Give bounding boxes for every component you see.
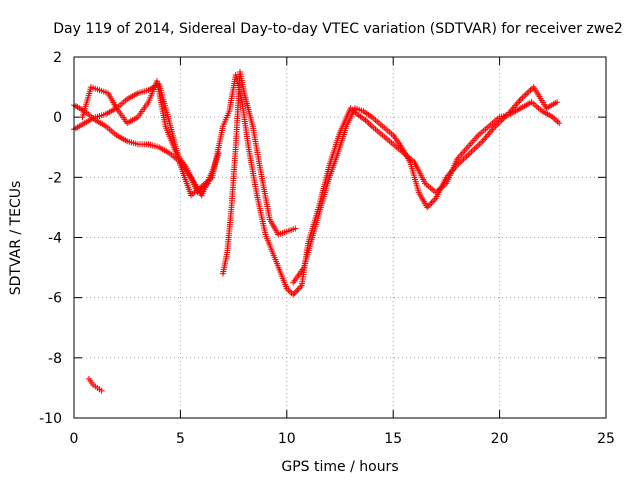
point-marker [468,148,475,155]
y-tick-label: -8 [48,351,62,367]
point-marker [215,150,222,157]
x-tick-label: 25 [597,431,615,447]
point-marker [466,150,473,157]
point-marker [286,288,293,295]
point-marker [477,139,484,146]
point-marker [470,147,476,154]
y-tick-label: -10 [39,411,62,427]
x-tick-label: 10 [278,431,296,447]
point-marker [290,291,297,298]
point-marker [367,121,374,128]
point-marker [473,144,480,151]
point-marker [209,168,216,175]
point-marker [554,99,561,106]
series-track-spike [219,69,299,277]
x-axis-label: GPS time / hours [281,459,398,475]
point-marker [295,285,302,292]
point-marker [522,91,529,98]
point-marker [293,288,300,295]
point-marker [471,145,478,152]
y-axis-label: SDTVAR / TECUs [8,181,24,296]
y-tick-label: -4 [48,231,62,247]
point-marker [527,87,534,94]
point-marker [552,117,559,124]
x-tick-label: 15 [384,431,402,447]
point-marker [524,90,531,97]
series-track-lower [71,102,216,199]
series-track-rise [290,84,561,286]
data-points [71,69,563,394]
y-tick-label: -2 [48,170,62,186]
point-marker [428,199,435,206]
point-marker [554,118,561,125]
point-marker [292,225,299,232]
x-tick-label: 0 [70,431,79,447]
y-tick-label: 2 [53,50,62,66]
grid [74,57,606,418]
axis-ticks: 0 5 10 15 20 25 -10 -8 -6 -4 -2 0 2 [39,50,615,447]
point-marker [493,121,500,128]
y-tick-label: -6 [48,291,62,307]
series-track-outlier [85,375,105,394]
point-marker [556,120,563,127]
point-marker [291,290,298,297]
point-marker [503,112,510,119]
point-marker [521,93,528,100]
x-tick-label: 5 [176,431,185,447]
chart-title: Day 119 of 2014, Sidereal Day-to-day VTE… [53,21,623,37]
point-marker [525,88,532,95]
point-marker [476,141,483,148]
y-tick-label: 0 [53,110,62,126]
point-marker [519,94,526,101]
point-marker [98,387,105,394]
x-tick-label: 20 [491,431,509,447]
point-marker [365,120,372,127]
point-marker [474,142,481,149]
plot-frame [73,56,607,419]
point-marker [427,201,434,208]
point-marker [364,118,371,125]
point-marker [294,287,301,294]
point-marker [429,198,436,205]
